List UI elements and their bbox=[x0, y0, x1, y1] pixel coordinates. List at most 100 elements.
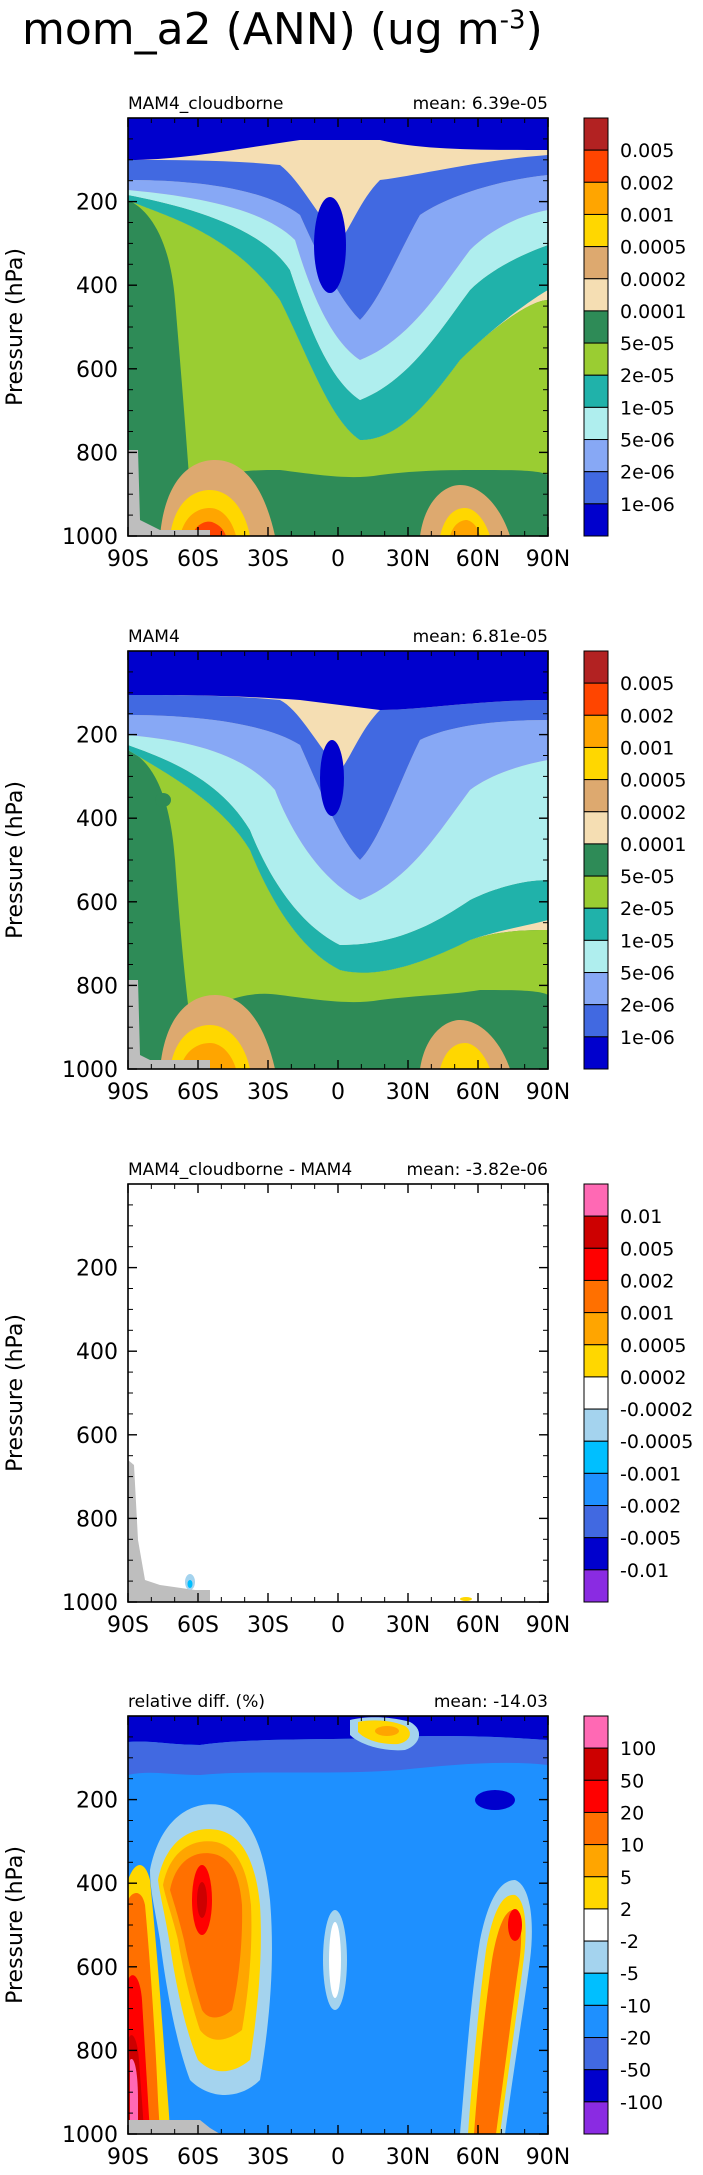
panel-4-colorbar-label: 20 bbox=[620, 1802, 644, 1824]
panel-1-xtick-label: 90S bbox=[107, 547, 149, 572]
panel-2-left-label: MAM4 bbox=[128, 627, 180, 647]
panel-3-colorbar-box bbox=[583, 1440, 609, 1474]
panel-2-colorbar-label: 0.001 bbox=[620, 737, 674, 759]
panel-1-xtick-label: 90N bbox=[526, 547, 570, 572]
panel-1-colorbar-box bbox=[583, 374, 609, 408]
panel-1-colorbar-box bbox=[583, 213, 609, 248]
panel-4-colorbar-box bbox=[583, 1940, 609, 1974]
panel-1-colorbar-label: 5e-05 bbox=[620, 333, 675, 355]
panel-3-colorbar-label: 0.0002 bbox=[620, 1367, 686, 1389]
panel-3-colorbar-label: 0.0005 bbox=[620, 1335, 686, 1357]
panel-3-colorbar-label: -0.01 bbox=[620, 1560, 669, 1582]
panel-1-colorbar-box bbox=[583, 117, 609, 151]
panel-4-ytick-label: 1000 bbox=[62, 2123, 118, 2148]
panel-4-ytick-label: 400 bbox=[76, 1872, 118, 1897]
panel-3-ytick-label: 200 bbox=[76, 1257, 118, 1282]
panel-2-colorbar-label: 5e-06 bbox=[620, 963, 675, 985]
panel-2-colorbar-label: 0.0002 bbox=[620, 802, 686, 824]
panel-2-ytick-label: 400 bbox=[76, 807, 118, 832]
panel-2-xtick-label: 30S bbox=[247, 1080, 289, 1105]
panel-2-colorbar-box bbox=[583, 939, 609, 974]
panel-1-colorbar-box bbox=[583, 149, 609, 183]
figure-title-text: mom_a2 (ANN) (ug m bbox=[22, 4, 500, 55]
panel-3-colorbar-label: -0.005 bbox=[620, 1528, 681, 1550]
panel-3-left-label: MAM4_cloudborne - MAM4 bbox=[128, 1160, 352, 1180]
panel-2-colorbar-box bbox=[583, 650, 609, 684]
panel-4-colorbar-label: 50 bbox=[620, 1770, 644, 1792]
panel-1-colorbar-label: 2e-05 bbox=[620, 365, 675, 387]
panel-3-colorbar-box bbox=[583, 1247, 609, 1281]
panel-1-colorbar-box bbox=[583, 406, 609, 441]
panel-1-colorbar-box bbox=[583, 503, 609, 537]
panel-2-colorbar-label: 0.005 bbox=[620, 673, 674, 695]
panel-3-ytick-label: 600 bbox=[76, 1424, 118, 1449]
panel-1-colorbar-box bbox=[583, 278, 609, 312]
panel-4-mean-label: mean: -14.03 bbox=[434, 1692, 548, 1712]
panel-4-colorbar-box bbox=[583, 1908, 609, 1942]
panel-4-xtick-label: 60S bbox=[177, 2145, 219, 2170]
panel-3-colorbar-box bbox=[583, 1183, 609, 1217]
panel-2-colorbar-label: 0.002 bbox=[620, 705, 674, 727]
panel-1-colorbar-box bbox=[583, 181, 609, 215]
panel-4-colorbar-box bbox=[583, 2037, 609, 2071]
panel-4-colorbar-box bbox=[583, 1715, 609, 1749]
panel-3-colorbar-label: -0.002 bbox=[620, 1496, 681, 1518]
panel-4-colorbar-box bbox=[583, 1811, 609, 1846]
panel-3-colorbar-box bbox=[583, 1472, 609, 1507]
panel-3-contour-field bbox=[128, 1184, 548, 1602]
panel-2-contour-field bbox=[128, 651, 548, 1069]
panel-3-xtick-label: 90S bbox=[107, 1613, 149, 1638]
panel-2-xtick-label: 30N bbox=[386, 1080, 430, 1105]
panel-1-colorbar-label: 0.002 bbox=[620, 172, 674, 194]
panel-2-colorbar-label: 5e-05 bbox=[620, 866, 675, 888]
panel-1-colorbar-label: 0.005 bbox=[620, 140, 674, 162]
panel-3-colorbar-box bbox=[583, 1569, 609, 1603]
panel-4-xtick-label: 90S bbox=[107, 2145, 149, 2170]
panel-1 bbox=[127, 117, 549, 537]
panel-4-colorbar-box bbox=[583, 1779, 609, 1813]
panel-4-colorbar-box bbox=[583, 1844, 609, 1878]
panel-1-colorbar-label: 0.001 bbox=[620, 204, 674, 226]
panel-4-colorbar-label: 2 bbox=[620, 1899, 632, 1921]
panel-4-colorbar-label: 100 bbox=[620, 1738, 656, 1760]
panel-3-colorbar-box bbox=[583, 1376, 609, 1410]
panel-2-ylabel: Pressure (hPa) bbox=[3, 781, 28, 939]
panel-3-ytick-label: 1000 bbox=[62, 1591, 118, 1616]
panel-2-ytick-label: 1000 bbox=[62, 1058, 118, 1083]
panel-4-xtick-label: 90N bbox=[526, 2145, 570, 2170]
panel-3-xtick-label: 30S bbox=[247, 1613, 289, 1638]
panel-2-colorbar-box bbox=[583, 907, 609, 941]
panel-4-colorbar-box bbox=[583, 2101, 609, 2135]
panel-3-ytick-label: 800 bbox=[76, 1507, 118, 1532]
panel-1-xtick-label: 0 bbox=[331, 547, 345, 572]
panel-2-colorbar-box bbox=[583, 746, 609, 781]
figure-title-close: ) bbox=[525, 4, 543, 55]
panel-2-xtick-label: 60N bbox=[456, 1080, 500, 1105]
panel-2-colorbar-label: 1e-06 bbox=[620, 1027, 675, 1049]
panel-1-xtick-label: 60N bbox=[456, 547, 500, 572]
panel-3-xtick-label: 30N bbox=[386, 1613, 430, 1638]
panel-2-colorbar-label: 1e-05 bbox=[620, 930, 675, 952]
panel-2-colorbar-box bbox=[583, 714, 609, 748]
panel-2-ytick-label: 200 bbox=[76, 724, 118, 749]
panel-2-colorbar-box bbox=[583, 843, 609, 877]
panel-1-colorbar-label: 0.0002 bbox=[620, 269, 686, 291]
panel-1-contour-field bbox=[128, 118, 548, 536]
panel-4-colorbar-box bbox=[583, 1747, 609, 1781]
panel-3-xtick-label: 60N bbox=[456, 1613, 500, 1638]
panel-1-ytick-label: 600 bbox=[76, 358, 118, 383]
panel-3-colorbar-label: -0.001 bbox=[620, 1463, 681, 1485]
panel-2-mean-label: mean: 6.81e-05 bbox=[413, 627, 548, 647]
panel-3-colorbar-label: 0.002 bbox=[620, 1270, 674, 1292]
panel-2-ytick-label: 600 bbox=[76, 891, 118, 916]
panel-2-xtick-label: 0 bbox=[331, 1080, 345, 1105]
panel-2-xtick-label: 90N bbox=[526, 1080, 570, 1105]
panel-3 bbox=[127, 1183, 549, 1603]
panel-4-colorbar-box bbox=[583, 1876, 609, 1910]
panel-1-ytick-label: 1000 bbox=[62, 525, 118, 550]
panel-1-ytick-label: 800 bbox=[76, 441, 118, 466]
panel-2 bbox=[127, 650, 549, 1070]
panel-4-colorbar-label: 10 bbox=[620, 1835, 644, 1857]
panel-3-ylabel: Pressure (hPa) bbox=[3, 1314, 28, 1472]
panel-1-left-label: MAM4_cloudborne bbox=[128, 94, 283, 114]
